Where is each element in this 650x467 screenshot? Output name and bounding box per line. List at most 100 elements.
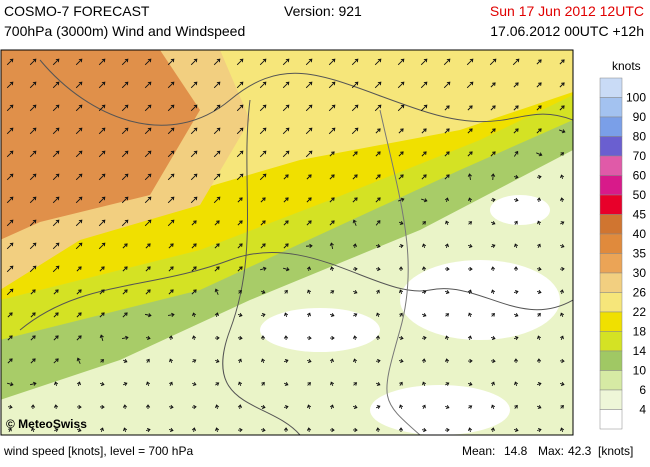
legend-label: 30 [633, 266, 647, 280]
wind-arrow [191, 312, 197, 318]
wind-arrow [282, 127, 290, 135]
wind-arrow [513, 150, 519, 157]
wind-arrow [329, 358, 335, 364]
wind-arrow [536, 128, 542, 134]
wind-arrow [398, 174, 404, 180]
wind-arrow [7, 335, 13, 341]
wind-arrow [352, 197, 358, 203]
wind-arrow [167, 127, 175, 135]
wind-arrow [375, 151, 381, 157]
wind-arrow [560, 427, 565, 433]
wind-arrow [467, 358, 473, 364]
wind-arrow [490, 82, 496, 88]
wind-arrow [30, 404, 36, 410]
wind-arrow [536, 266, 542, 272]
wind-arrow [514, 220, 518, 225]
wind-arrow [54, 381, 59, 387]
calm-area [260, 308, 380, 352]
wind-arrow [306, 358, 312, 363]
border [19, 251, 573, 331]
calm-area [370, 385, 510, 435]
wind-arrow [145, 427, 151, 433]
wind-arrow [75, 104, 83, 112]
wind-arrow [329, 242, 334, 250]
wind-arrow [191, 266, 197, 272]
wind-arrow [75, 150, 83, 158]
wind-arrow [259, 173, 267, 181]
wind-arrow [168, 404, 174, 410]
wind-arrow [375, 358, 381, 364]
wind-arrow [190, 81, 198, 89]
wind-arrow [29, 150, 37, 158]
wind-arrow [190, 150, 198, 158]
wind-arrow [306, 312, 311, 318]
wind-arrow [259, 150, 267, 158]
wind-arrow [236, 173, 244, 181]
wind-arrow [467, 381, 473, 386]
wind-arrow [536, 289, 542, 295]
wind-arrow [443, 81, 451, 89]
wind-arrow [145, 243, 151, 249]
wind-arrow [490, 197, 496, 203]
wind-arrow [352, 358, 358, 364]
wind-arrow [30, 335, 36, 341]
legend-swatch [599, 331, 623, 352]
wind-arrow [513, 427, 519, 433]
legend-label: 4 [639, 403, 646, 417]
wind-arrow [213, 196, 221, 204]
subtitle: 700hPa (3000m) Wind and Windspeed [4, 23, 245, 39]
wind-arrow [536, 382, 542, 387]
wind-arrow [537, 312, 541, 317]
legend-label: 26 [633, 286, 647, 300]
wind-arrow [214, 288, 219, 295]
wind-arrow [490, 105, 496, 111]
wind-arrow [168, 427, 174, 433]
wind-arrow [144, 196, 152, 204]
calm-area [400, 260, 560, 340]
wind-arrow [374, 81, 382, 89]
legend-label: 100 [626, 91, 646, 105]
map-frame [0, 49, 574, 436]
wind-arrow [213, 173, 221, 181]
wind-arrow [144, 150, 152, 158]
border [39, 59, 573, 126]
wind-arrow [29, 127, 37, 135]
wind-arrow [6, 150, 14, 158]
wind-arrow [99, 381, 105, 386]
wind-arrow [260, 289, 266, 294]
wind-arrow [536, 427, 542, 433]
wind-arrow [259, 81, 267, 89]
band [180, 50, 573, 195]
wind-arrow [29, 265, 37, 273]
wind-arrow [398, 151, 404, 157]
wind-arrow [75, 242, 83, 250]
wind-arrow [375, 266, 381, 272]
wind-arrow [214, 243, 220, 249]
wind-arrow [144, 81, 152, 89]
wind-arrow [513, 82, 519, 88]
wind-arrow [490, 335, 496, 340]
wind-arrow [260, 243, 266, 249]
wind-arrow [376, 312, 381, 318]
wind-arrow [284, 289, 288, 294]
wind-arrow [214, 266, 220, 272]
wind-arrow [559, 266, 565, 272]
wind-arrow [353, 313, 358, 317]
wind-arrow [445, 313, 450, 317]
legend-label: 35 [633, 247, 647, 261]
wind-arrow [560, 221, 565, 225]
wind-arrow [167, 196, 175, 204]
wind-arrow [52, 265, 60, 273]
legend-swatch [599, 214, 623, 235]
wind-arrow [513, 289, 519, 295]
wind-arrow [30, 358, 36, 364]
wind-arrow [260, 220, 266, 226]
wind-arrow [169, 358, 174, 364]
calm-area [490, 195, 550, 225]
wind-arrow [29, 219, 37, 227]
wind-arrow [514, 381, 519, 387]
wind-arrow [514, 243, 519, 249]
legend-swatch [599, 233, 623, 254]
wind-arrow [422, 243, 427, 249]
